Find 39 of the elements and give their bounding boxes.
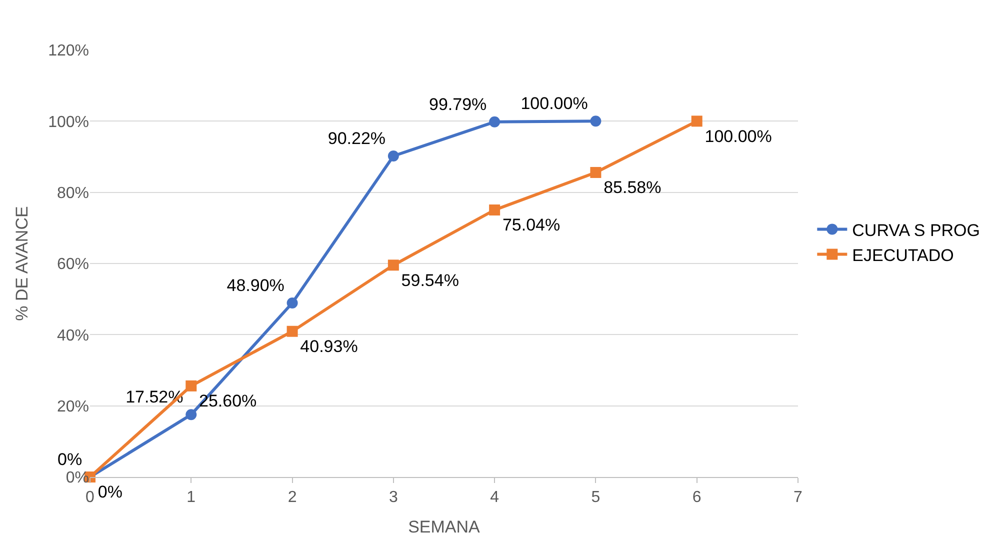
data-label: 0% xyxy=(98,482,122,502)
data-label: 59.54% xyxy=(401,270,459,290)
point xyxy=(489,204,500,216)
point xyxy=(691,116,702,127)
x-tick-label: 6 xyxy=(692,489,702,506)
data-label: 40.93% xyxy=(300,336,358,356)
legend-label: EJECUTADO xyxy=(852,246,954,265)
point xyxy=(388,260,399,271)
x-tick-label: 3 xyxy=(388,489,398,506)
x-tick-label: 0 xyxy=(86,489,95,506)
point xyxy=(388,150,399,162)
x-tick-label: 7 xyxy=(794,489,803,506)
legend-label: CURVA S PROG xyxy=(852,220,980,240)
y-tick-label: 40% xyxy=(56,327,89,344)
point xyxy=(590,166,602,178)
point xyxy=(286,298,298,308)
data-label: 90.22% xyxy=(328,128,386,148)
y-tick-label: 120% xyxy=(48,42,89,60)
y-tick-label: 100% xyxy=(48,114,89,131)
x-axis-title: SEMANA xyxy=(408,518,481,537)
y-tick-label: 60% xyxy=(56,256,89,274)
x-tick-label: 2 xyxy=(288,489,297,506)
point xyxy=(186,409,197,420)
x-tick-label: 5 xyxy=(591,489,600,506)
data-label: 75.04% xyxy=(502,216,560,235)
y-tick-label: 80% xyxy=(56,184,89,202)
data-label: 100.00% xyxy=(704,126,772,146)
data-label: 99.79% xyxy=(429,94,487,114)
x-tick-label: 1 xyxy=(186,489,196,506)
x-tick-label: 4 xyxy=(490,489,500,506)
point xyxy=(590,116,602,127)
point xyxy=(286,326,298,337)
y-axis-title: % DE AVANCE xyxy=(12,206,32,321)
point xyxy=(186,380,197,392)
y-tick-label: 20% xyxy=(56,398,89,416)
data-label: 85.58% xyxy=(604,178,662,198)
point xyxy=(489,116,500,128)
data-label: 48.90% xyxy=(226,276,284,295)
data-label: 100.00% xyxy=(520,94,588,114)
